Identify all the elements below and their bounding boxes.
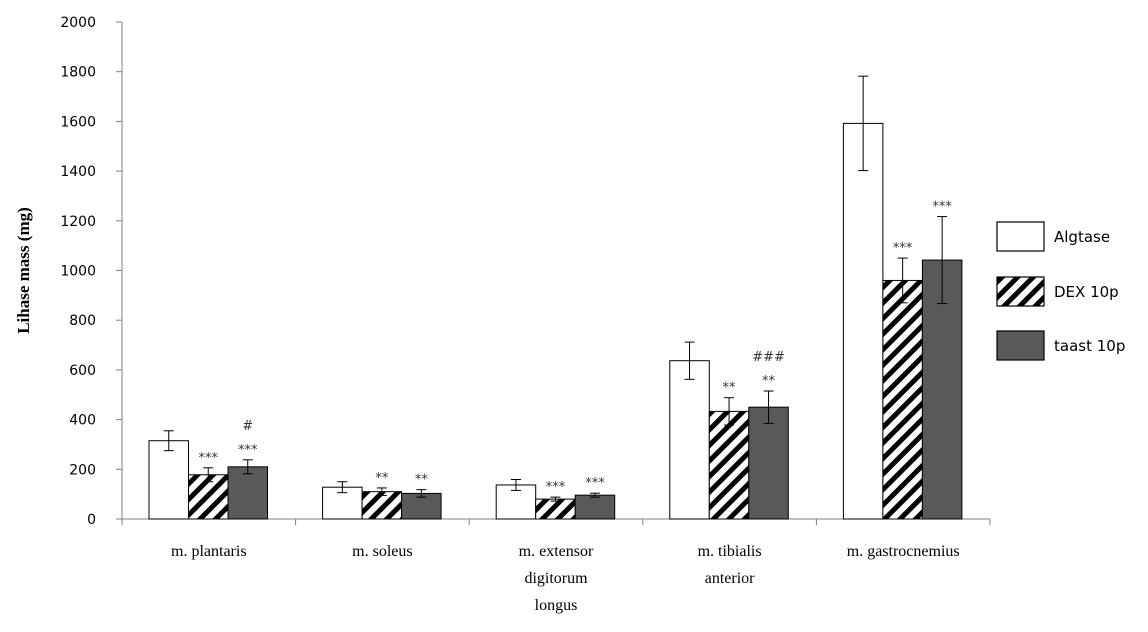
y-tick-label: 600 bbox=[69, 363, 96, 379]
significance-label: ** bbox=[415, 473, 429, 488]
significance-label: *** bbox=[238, 443, 258, 458]
category-label: m. tibialis bbox=[698, 543, 762, 560]
legend-label: Algtase bbox=[1054, 228, 1110, 246]
axes: 0 200 400 600 800 1000 1200 1400 1600 1800 2000 bbox=[60, 15, 991, 528]
bar bbox=[669, 360, 710, 520]
bar bbox=[748, 406, 789, 520]
category-label: m. plantaris bbox=[171, 543, 247, 560]
category-label: anterior bbox=[705, 570, 755, 587]
y-tick-label: 0 bbox=[87, 512, 96, 528]
bar bbox=[148, 440, 189, 520]
category-label: m. soleus bbox=[352, 543, 412, 560]
legend-label: taast 10p bbox=[1054, 337, 1125, 355]
category-label: m. extensor bbox=[519, 543, 594, 560]
significance-label: ** bbox=[375, 471, 389, 486]
labels: Lihase mass (mg) m. plantaris m. soleus m. … bbox=[14, 200, 960, 614]
category-label: longus bbox=[535, 597, 578, 614]
y-tick-label: 1200 bbox=[60, 214, 96, 230]
significance-label: ** bbox=[723, 381, 737, 396]
legend-swatch bbox=[996, 330, 1045, 361]
bar bbox=[708, 410, 750, 520]
legend-label: DEX 10p bbox=[1054, 283, 1119, 301]
category-label: m. gastrocnemius bbox=[847, 543, 960, 560]
significance-label: # bbox=[242, 419, 253, 434]
significance-label: *** bbox=[546, 480, 566, 495]
y-tick-label: 2000 bbox=[60, 15, 96, 31]
y-tick-label: 1600 bbox=[60, 114, 96, 130]
significance-label: *** bbox=[893, 241, 913, 256]
category-label: digitorum bbox=[524, 570, 588, 587]
y-tick-label: 1400 bbox=[60, 164, 96, 180]
legend-swatch bbox=[996, 221, 1045, 252]
significance-label: ** bbox=[762, 374, 776, 389]
legend-swatch bbox=[996, 276, 1045, 307]
y-tick-label: 1000 bbox=[60, 264, 96, 280]
significance-label: ### bbox=[752, 350, 785, 365]
y-tick-label: 400 bbox=[69, 413, 96, 429]
y-tick-label: 200 bbox=[69, 462, 96, 478]
bar bbox=[882, 279, 923, 520]
significance-label: *** bbox=[932, 200, 952, 215]
y-axis-label: Lihase mass (mg) bbox=[14, 207, 33, 334]
bar bbox=[361, 491, 403, 520]
bar bbox=[227, 466, 268, 520]
bar bbox=[535, 498, 576, 520]
significance-label: *** bbox=[199, 451, 219, 466]
y-tick-label: 800 bbox=[69, 313, 96, 329]
y-tick-label: 1800 bbox=[60, 65, 96, 81]
bar bbox=[574, 494, 616, 520]
significance-label: *** bbox=[585, 476, 605, 491]
bars bbox=[148, 75, 963, 520]
legend: Algtase DEX 10p taast 10p bbox=[996, 221, 1125, 361]
bar bbox=[842, 122, 884, 520]
bar bbox=[401, 492, 442, 520]
